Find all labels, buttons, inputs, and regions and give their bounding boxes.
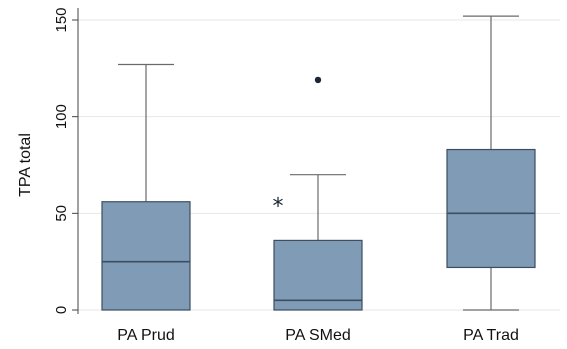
category-label: PA SMed [285, 327, 351, 344]
iqr-box [446, 148, 536, 269]
box-0 [101, 63, 191, 311]
y-axis: 0 50 100 150 [53, 7, 79, 314]
outlier-dot [314, 76, 322, 84]
category-label: PA Prud [117, 327, 175, 344]
y-tick-label: 150 [53, 7, 70, 32]
iqr-box [101, 201, 191, 311]
y-tick-label: 0 [53, 306, 70, 314]
box-1: * [273, 76, 363, 311]
box-2 [446, 15, 536, 311]
y-tick-label: 50 [53, 205, 70, 222]
outlier-star: * [273, 195, 284, 220]
y-axis-title: TPA total [17, 133, 34, 197]
y-tick-label: 100 [53, 104, 70, 129]
boxes: * [101, 15, 536, 311]
iqr-box [273, 239, 363, 311]
category-label: PA Trad [463, 327, 519, 344]
category-labels: PA Prud PA SMed PA Trad [117, 327, 519, 344]
